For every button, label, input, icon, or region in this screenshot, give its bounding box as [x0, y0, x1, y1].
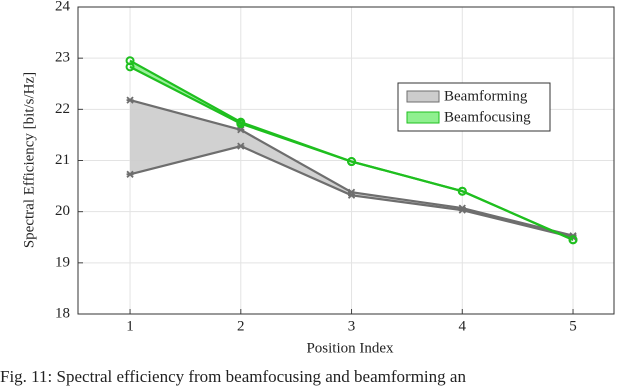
- legend-label: Beamfocusing: [444, 109, 531, 125]
- legend-swatch: [406, 90, 440, 103]
- x-tick-label: 1: [126, 318, 134, 334]
- legend: Beamforming Beamfocusing: [397, 82, 551, 132]
- marker: [126, 96, 134, 104]
- marker: [236, 117, 246, 127]
- y-tick-label: 23: [55, 50, 70, 66]
- marker: [126, 170, 134, 178]
- legend-label: Beamforming: [444, 88, 528, 104]
- plot-frame: [77, 6, 615, 315]
- y-tick-label: 18: [55, 305, 70, 321]
- x-tick-label: 3: [348, 318, 356, 334]
- y-axis-label: Spectral Efficiency [bit/s/Hz]: [21, 72, 37, 248]
- y-tick-label: 21: [55, 152, 70, 168]
- marker: [457, 186, 467, 196]
- line: [129, 59, 574, 241]
- y-tick-label: 24: [55, 0, 71, 14]
- y-tick-label: 22: [55, 101, 70, 117]
- marker: [458, 204, 466, 212]
- marker: [237, 142, 245, 150]
- legend-swatch: [406, 111, 440, 124]
- band-area: [130, 100, 574, 238]
- x-tick-label: 2: [237, 318, 245, 334]
- caption: Fig. 11: Spectral efficiency from beamfo…: [0, 367, 466, 386]
- x-axis-label: Position Index: [306, 340, 394, 356]
- y-tick-label: 20: [55, 203, 70, 219]
- marker: [347, 188, 356, 196]
- marker: [125, 56, 135, 66]
- y-tick-label: 19: [55, 254, 70, 270]
- x-tick-label: 5: [569, 318, 577, 334]
- marker: [347, 157, 357, 167]
- x-tick-label: 4: [459, 318, 467, 334]
- marker: [237, 126, 245, 134]
- marker: [568, 235, 578, 245]
